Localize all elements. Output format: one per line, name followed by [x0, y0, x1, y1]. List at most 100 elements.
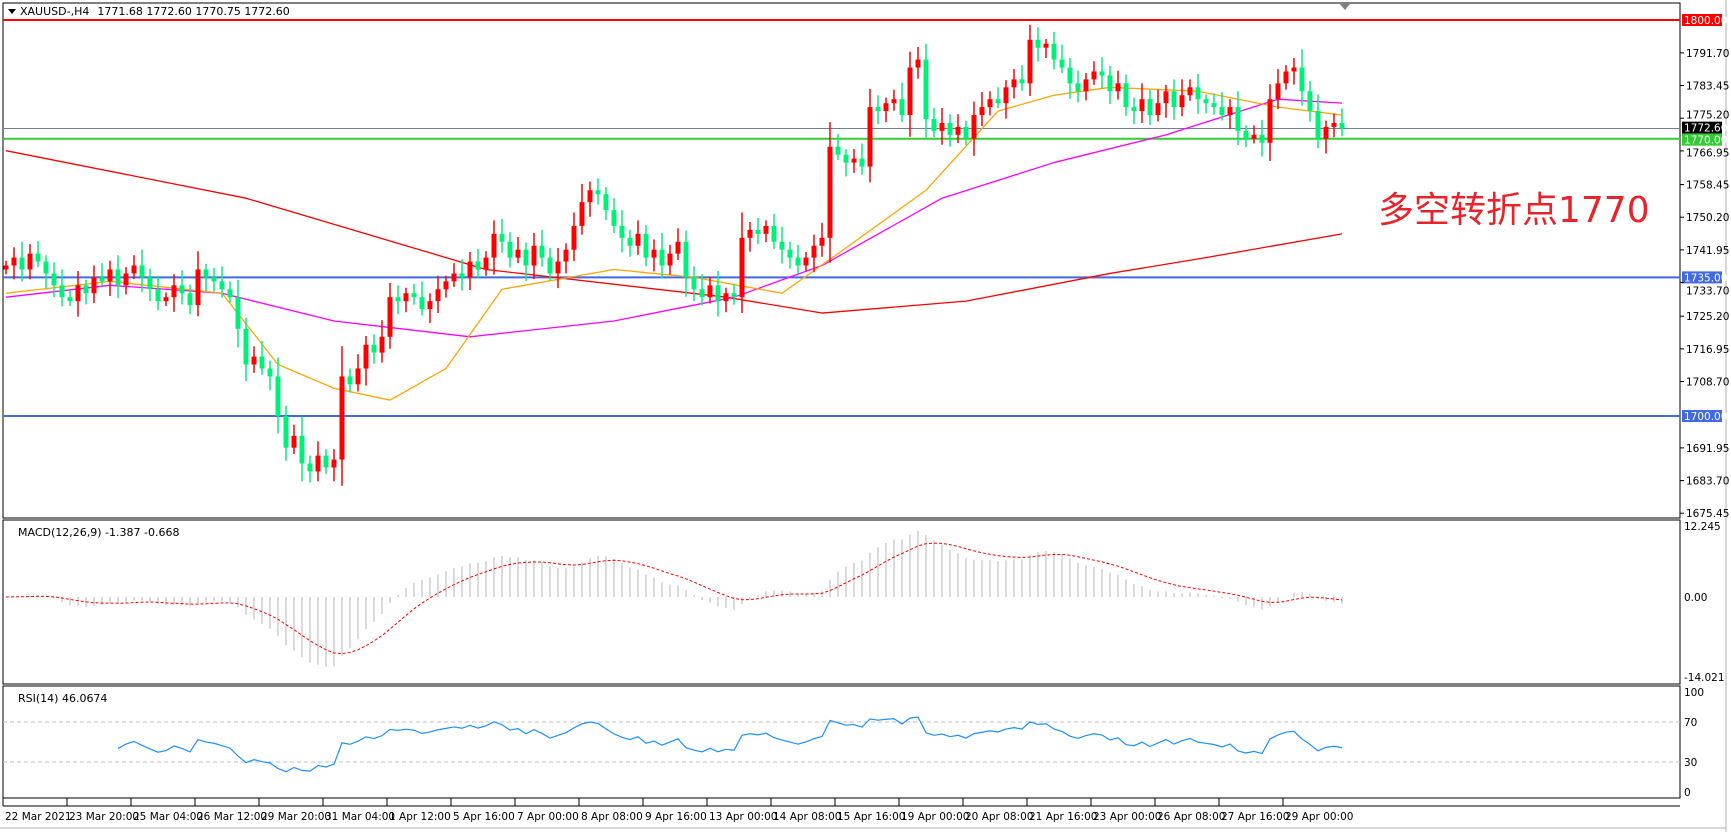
candle-bullish[interactable]	[739, 237, 745, 298]
candle-bullish[interactable]	[987, 99, 993, 108]
candle-bullish[interactable]	[1139, 99, 1145, 112]
candle-bearish[interactable]	[1259, 134, 1265, 143]
candle-bearish[interactable]	[507, 241, 513, 258]
candle-bullish[interactable]	[1187, 87, 1193, 96]
candle-bearish[interactable]	[595, 190, 601, 195]
candle-bullish[interactable]	[291, 435, 297, 448]
candle-bullish[interactable]	[827, 146, 833, 238]
candle-bearish[interactable]	[227, 289, 233, 298]
candle-bearish[interactable]	[235, 297, 241, 329]
candle-bullish[interactable]	[571, 225, 577, 250]
candle-bearish[interactable]	[99, 277, 105, 282]
dropdown-triangle-icon[interactable]	[8, 9, 16, 14]
candle-bearish[interactable]	[1339, 122, 1345, 129]
candle-bearish[interactable]	[875, 107, 881, 112]
candle-bearish[interactable]	[1315, 111, 1321, 139]
candle-bullish[interactable]	[75, 285, 81, 302]
candle-bullish[interactable]	[403, 293, 409, 302]
candle-bullish[interactable]	[891, 99, 897, 104]
candle-bullish[interactable]	[435, 289, 441, 302]
candle-bearish[interactable]	[115, 269, 121, 286]
candle-bearish[interactable]	[43, 261, 49, 274]
candle-bullish[interactable]	[1027, 39, 1033, 84]
candle-bullish[interactable]	[1091, 71, 1097, 80]
candle-bearish[interactable]	[1051, 43, 1057, 60]
candle-bearish[interactable]	[419, 297, 425, 310]
candle-bearish[interactable]	[787, 249, 793, 258]
candle-bearish[interactable]	[1059, 59, 1065, 68]
candle-bearish[interactable]	[35, 253, 41, 262]
candle-bearish[interactable]	[499, 233, 505, 242]
candle-bullish[interactable]	[195, 269, 201, 306]
candle-bullish[interactable]	[707, 285, 713, 298]
candle-bearish[interactable]	[523, 249, 529, 266]
candle-bearish[interactable]	[619, 225, 625, 238]
candle-bullish[interactable]	[515, 249, 521, 258]
candle-bearish[interactable]	[243, 328, 249, 365]
candle-bearish[interactable]	[1219, 107, 1225, 116]
candle-bullish[interactable]	[443, 281, 449, 290]
candle-bullish[interactable]	[1291, 67, 1297, 72]
candle-bullish[interactable]	[819, 237, 825, 246]
candle-bearish[interactable]	[1067, 67, 1073, 84]
candle-bearish[interactable]	[1131, 107, 1137, 112]
candle-bullish[interactable]	[915, 59, 921, 68]
candle-bearish[interactable]	[755, 229, 761, 234]
candle-bullish[interactable]	[1251, 134, 1257, 139]
candle-bearish[interactable]	[283, 416, 289, 448]
candle-bullish[interactable]	[555, 261, 561, 274]
candle-bearish[interactable]	[411, 293, 417, 298]
candle-bullish[interactable]	[131, 265, 137, 274]
candle-bearish[interactable]	[1107, 75, 1113, 92]
candle-bearish[interactable]	[843, 154, 849, 163]
candle-bullish[interactable]	[1115, 83, 1121, 92]
candle-bullish[interactable]	[123, 273, 129, 286]
candle-bearish[interactable]	[1203, 99, 1209, 104]
candle-bearish[interactable]	[691, 277, 697, 290]
candle-bullish[interactable]	[939, 122, 945, 131]
candle-bullish[interactable]	[1323, 126, 1329, 139]
candle-bearish[interactable]	[659, 249, 665, 266]
candle-bearish[interactable]	[603, 194, 609, 211]
candle-bullish[interactable]	[1083, 79, 1089, 92]
candle-bearish[interactable]	[211, 277, 217, 282]
candle-bearish[interactable]	[1307, 91, 1313, 112]
candle-bullish[interactable]	[579, 202, 585, 226]
candle-bearish[interactable]	[1075, 83, 1081, 92]
candle-bullish[interactable]	[635, 233, 641, 246]
candle-bullish[interactable]	[379, 336, 385, 353]
candle-bearish[interactable]	[139, 265, 145, 278]
candle-bullish[interactable]	[1179, 95, 1185, 108]
candle-bullish[interactable]	[1003, 87, 1009, 104]
candle-bullish[interactable]	[251, 356, 257, 365]
candle-bearish[interactable]	[323, 455, 329, 468]
candle-bearish[interactable]	[219, 281, 225, 290]
candle-bullish[interactable]	[171, 285, 177, 298]
candle-bearish[interactable]	[203, 269, 209, 278]
candle-bearish[interactable]	[1211, 103, 1217, 108]
candle-bearish[interactable]	[731, 293, 737, 298]
candle-bearish[interactable]	[643, 233, 649, 258]
candle-bullish[interactable]	[1275, 83, 1281, 100]
candle-bullish[interactable]	[3, 265, 9, 270]
candle-bullish[interactable]	[531, 245, 537, 266]
candle-bullish[interactable]	[971, 115, 977, 139]
candle-bearish[interactable]	[1099, 71, 1105, 76]
candle-bearish[interactable]	[859, 158, 865, 167]
candle-bearish[interactable]	[995, 99, 1001, 104]
candle-bearish[interactable]	[547, 257, 553, 274]
candle-bearish[interactable]	[275, 376, 281, 416]
candle-bullish[interactable]	[1043, 43, 1049, 48]
candle-bearish[interactable]	[539, 245, 545, 258]
candle-bearish[interactable]	[899, 99, 905, 116]
candle-bullish[interactable]	[651, 249, 657, 258]
candle-bullish[interactable]	[331, 459, 337, 468]
candle-bearish[interactable]	[835, 146, 841, 155]
candle-bearish[interactable]	[475, 261, 481, 270]
candle-bullish[interactable]	[339, 376, 345, 460]
candle-bullish[interactable]	[451, 273, 457, 282]
candle-bullish[interactable]	[1227, 107, 1233, 116]
candle-bullish[interactable]	[363, 344, 369, 369]
candle-bullish[interactable]	[587, 190, 593, 203]
